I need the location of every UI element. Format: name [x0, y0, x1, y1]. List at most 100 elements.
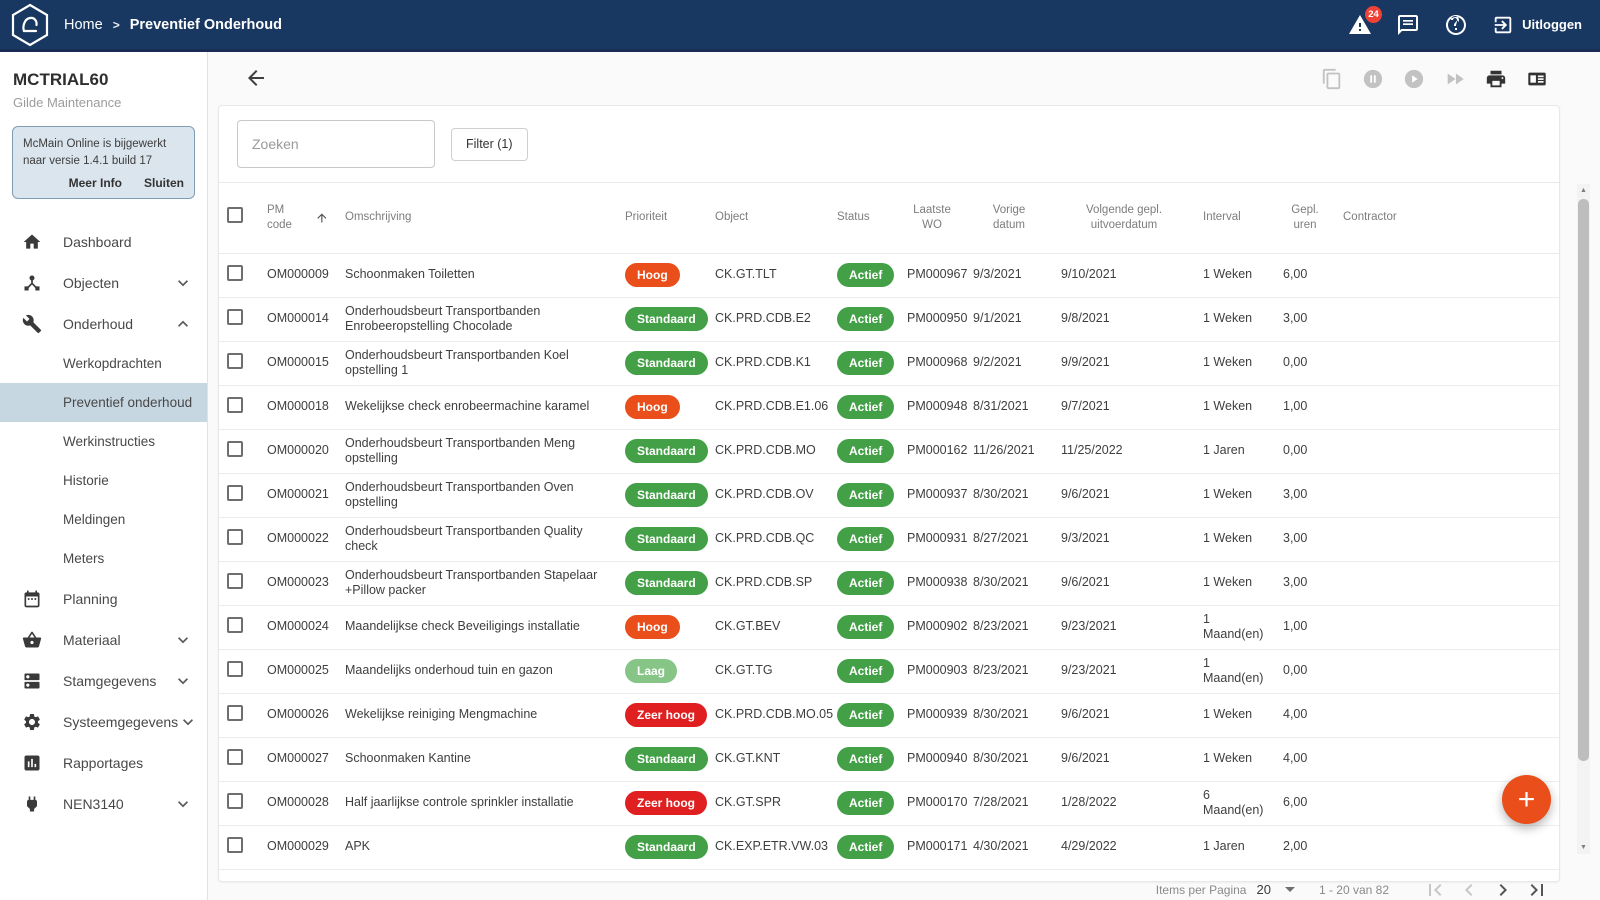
- object-cell: CK.GT.TG: [707, 649, 829, 694]
- sidebar-item-systeemgegevens[interactable]: Systeemgegevens: [0, 701, 207, 742]
- sidebar-item-preventief-onderhoud[interactable]: Preventief onderhoud: [0, 383, 207, 423]
- row-checkbox[interactable]: [227, 264, 243, 281]
- logout-button[interactable]: Uitloggen: [1492, 14, 1582, 36]
- column-header-description[interactable]: Omschrijving: [337, 182, 617, 254]
- table-row[interactable]: OM000024 Maandelijkse check Beveiligings …: [219, 605, 1559, 650]
- column-header-priority[interactable]: Prioriteit: [617, 182, 707, 254]
- table-row[interactable]: OM000026 Wekelijkse reiniging Mengmachine…: [219, 693, 1559, 738]
- breadcrumb-home[interactable]: Home: [64, 16, 103, 33]
- table-row[interactable]: OM000025 Maandelijks onderhoud tuin en ga…: [219, 649, 1559, 694]
- contractor-cell: [1335, 297, 1559, 342]
- last-wo-cell: PM000937: [899, 473, 967, 518]
- table-row[interactable]: OM000015 Onderhoudsbeurt Transportbanden …: [219, 341, 1559, 386]
- table-row[interactable]: OM000009 Schoonmaken Toiletten Hoog CK.GT.T…: [219, 253, 1559, 298]
- table-row[interactable]: OM000021 Onderhoudsbeurt Transportbanden …: [219, 473, 1559, 518]
- previous-page-button[interactable]: [1457, 878, 1481, 900]
- table-row[interactable]: OM000020 Onderhoudsbeurt Transportbanden …: [219, 429, 1559, 474]
- row-checkbox[interactable]: [227, 352, 243, 369]
- last-page-button[interactable]: [1525, 878, 1549, 900]
- priority-badge: Standaard: [625, 835, 708, 860]
- add-button[interactable]: +: [1502, 775, 1551, 824]
- table-row[interactable]: OM000014 Onderhoudsbeurt Transportbanden …: [219, 297, 1559, 342]
- help-button[interactable]: [1444, 13, 1468, 37]
- company-subtitle: Gilde Maintenance: [13, 95, 122, 110]
- sidebar-item-stamgegevens[interactable]: Stamgegevens: [0, 660, 207, 701]
- next-page-button[interactable]: [1491, 878, 1515, 900]
- table-row[interactable]: OM000023 Onderhoudsbeurt Transportbanden …: [219, 561, 1559, 606]
- sidebar: MCTRIAL60 Gilde Maintenance McMain Onlin…: [0, 52, 208, 900]
- sidebar-item-historie[interactable]: Historie: [63, 473, 109, 489]
- more-info-button[interactable]: Meer Info: [68, 176, 122, 191]
- table-scrollbar[interactable]: ▲ ▼: [1577, 184, 1590, 854]
- sidebar-item-nen3140[interactable]: NEN3140: [0, 783, 207, 824]
- report-chart-icon: [24, 755, 40, 771]
- column-header-status[interactable]: Status: [829, 182, 899, 254]
- row-checkbox[interactable]: [227, 792, 243, 809]
- row-checkbox[interactable]: [227, 836, 243, 853]
- filter-button[interactable]: Filter (1): [451, 127, 528, 161]
- priority-badge: Standaard: [625, 307, 708, 332]
- sidebar-item-rapportages[interactable]: Rapportages: [0, 742, 207, 783]
- help-icon: [1446, 14, 1467, 35]
- scroll-down-arrow-icon[interactable]: ▼: [1580, 844, 1587, 851]
- app-logo-icon[interactable]: [10, 3, 50, 47]
- column-header-pm-code[interactable]: PM code: [259, 182, 337, 254]
- row-checkbox[interactable]: [227, 484, 243, 501]
- table-row[interactable]: OM000028 Half jaarlijkse controle sprinkl…: [219, 781, 1559, 826]
- last-wo-cell: PM000950: [899, 297, 967, 342]
- update-notice: McMain Online is bijgewerkt naar versie …: [12, 126, 195, 200]
- sidebar-item-werkopdrachten[interactable]: Werkopdrachten: [63, 356, 162, 372]
- row-checkbox[interactable]: [227, 572, 243, 589]
- row-checkbox[interactable]: [227, 660, 243, 677]
- table-row[interactable]: OM000022 Onderhoudsbeurt Transportbanden …: [219, 517, 1559, 562]
- close-notice-button[interactable]: Sluiten: [143, 176, 184, 191]
- sidebar-item-materiaal[interactable]: Materiaal: [0, 619, 207, 660]
- column-header-planned-hours[interactable]: Gepl. uren: [1275, 182, 1335, 254]
- back-button[interactable]: [244, 66, 268, 90]
- row-checkbox[interactable]: [227, 748, 243, 765]
- select-all-checkbox[interactable]: [227, 207, 243, 224]
- table-row[interactable]: OM000027 Schoonmaken Kantine Standaard CK.G…: [219, 737, 1559, 782]
- row-checkbox[interactable]: [227, 440, 243, 457]
- column-header-interval[interactable]: Interval: [1195, 182, 1275, 254]
- pm-code-cell: OM000009: [259, 253, 337, 298]
- play-button[interactable]: [1403, 68, 1425, 90]
- print-button[interactable]: [1485, 68, 1507, 90]
- sidebar-item-werkinstructies[interactable]: Werkinstructies: [63, 434, 156, 450]
- column-header-contractor[interactable]: Contractor: [1335, 182, 1559, 254]
- next-date-cell: 9/6/2021: [1053, 473, 1195, 518]
- column-header-previous-date[interactable]: Vorige datum: [965, 182, 1053, 254]
- pause-button[interactable]: [1362, 68, 1384, 90]
- copy-button[interactable]: [1321, 68, 1343, 90]
- description-cell: Schoonmaken Kantine: [337, 737, 617, 782]
- sidebar-item-onderhoud[interactable]: Onderhoud: [0, 303, 207, 344]
- column-header-next-date[interactable]: Volgende gepl. uitvoerdatum: [1053, 182, 1195, 254]
- last-wo-cell: PM000968: [899, 341, 967, 386]
- sidebar-item-planning[interactable]: Planning: [0, 578, 207, 619]
- column-header-object[interactable]: Object: [707, 182, 829, 254]
- fast-forward-icon: [1447, 73, 1464, 85]
- row-checkbox[interactable]: [227, 396, 243, 413]
- row-checkbox[interactable]: [227, 308, 243, 325]
- sidebar-item-meters[interactable]: Meters: [63, 551, 105, 567]
- scroll-up-arrow-icon[interactable]: ▲: [1580, 187, 1587, 194]
- items-per-page-select[interactable]: 20: [1256, 882, 1295, 897]
- messages-button[interactable]: [1396, 13, 1420, 37]
- sidebar-item-dashboard[interactable]: Dashboard: [0, 221, 207, 262]
- object-cell: CK.PRD.CDB.K1: [707, 341, 829, 386]
- table-row[interactable]: OM000018 Wekelijkse check enrobeermachine…: [219, 385, 1559, 430]
- fast-forward-button[interactable]: [1444, 68, 1466, 90]
- table-row[interactable]: OM000029 APK Standaard CK.EXP.ETR.VW.03 Acti…: [219, 825, 1559, 870]
- sidebar-item-objecten[interactable]: Objecten: [0, 262, 207, 303]
- next-date-cell: 9/23/2021: [1053, 649, 1195, 694]
- scrollbar-thumb[interactable]: [1578, 199, 1589, 761]
- column-header-last-wo[interactable]: Laatste WO: [899, 182, 965, 254]
- row-checkbox[interactable]: [227, 616, 243, 633]
- alerts-button[interactable]: 24: [1348, 5, 1383, 37]
- row-checkbox[interactable]: [227, 704, 243, 721]
- detail-view-button[interactable]: [1526, 68, 1548, 90]
- first-page-button[interactable]: [1423, 878, 1447, 900]
- row-checkbox[interactable]: [227, 528, 243, 545]
- sidebar-item-meldingen[interactable]: Meldingen: [63, 512, 126, 528]
- search-input[interactable]: [237, 120, 435, 168]
